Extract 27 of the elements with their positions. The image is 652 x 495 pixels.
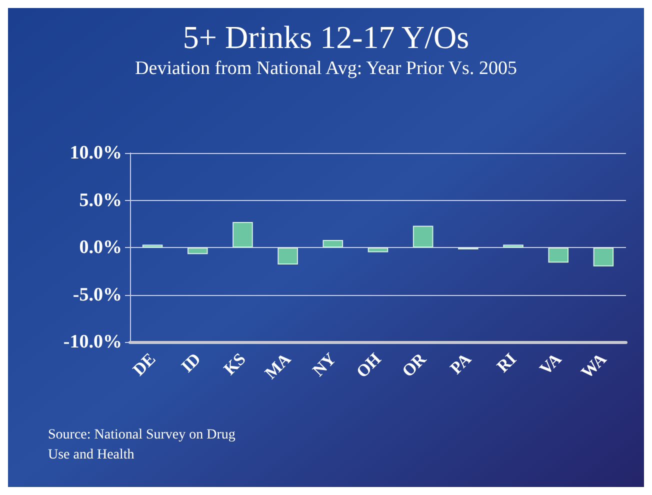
x-tick-label: PA <box>446 348 476 378</box>
y-tick-label: -10.0% <box>63 332 122 352</box>
x-tick-label: ID <box>178 349 204 376</box>
source-note: Source: National Survey on Drug Use and Health <box>48 428 236 462</box>
x-tick-label: MA <box>261 348 296 383</box>
x-tick-label: NY <box>308 349 340 380</box>
x-tick-label: OH <box>352 349 385 382</box>
x-tick-label: KS <box>220 349 250 379</box>
chart-subtitle: Deviation from National Avg: Year Prior Vs. 2005 <box>135 58 517 79</box>
x-tick-label: VA <box>536 348 566 379</box>
chart-title: 5+ Drinks 12-17 Y/Os <box>182 19 470 55</box>
x-tick-label: OR <box>398 348 430 381</box>
bar <box>412 226 434 248</box>
y-tick-label: -5.0% <box>72 284 122 306</box>
x-tick-label: WA <box>577 348 611 382</box>
bar <box>548 248 569 263</box>
y-tick-label: 0.0% <box>79 237 122 258</box>
bar <box>187 248 208 254</box>
x-tick-label: RI <box>493 349 520 376</box>
bar <box>278 248 298 265</box>
y-tick-label: 10.0% <box>70 142 122 164</box>
y-tick-label: 5.0% <box>79 190 122 211</box>
bar <box>232 222 253 248</box>
bar <box>368 248 388 252</box>
bar <box>593 248 614 266</box>
bar <box>322 240 344 248</box>
x-tick-label: DE <box>129 349 160 380</box>
